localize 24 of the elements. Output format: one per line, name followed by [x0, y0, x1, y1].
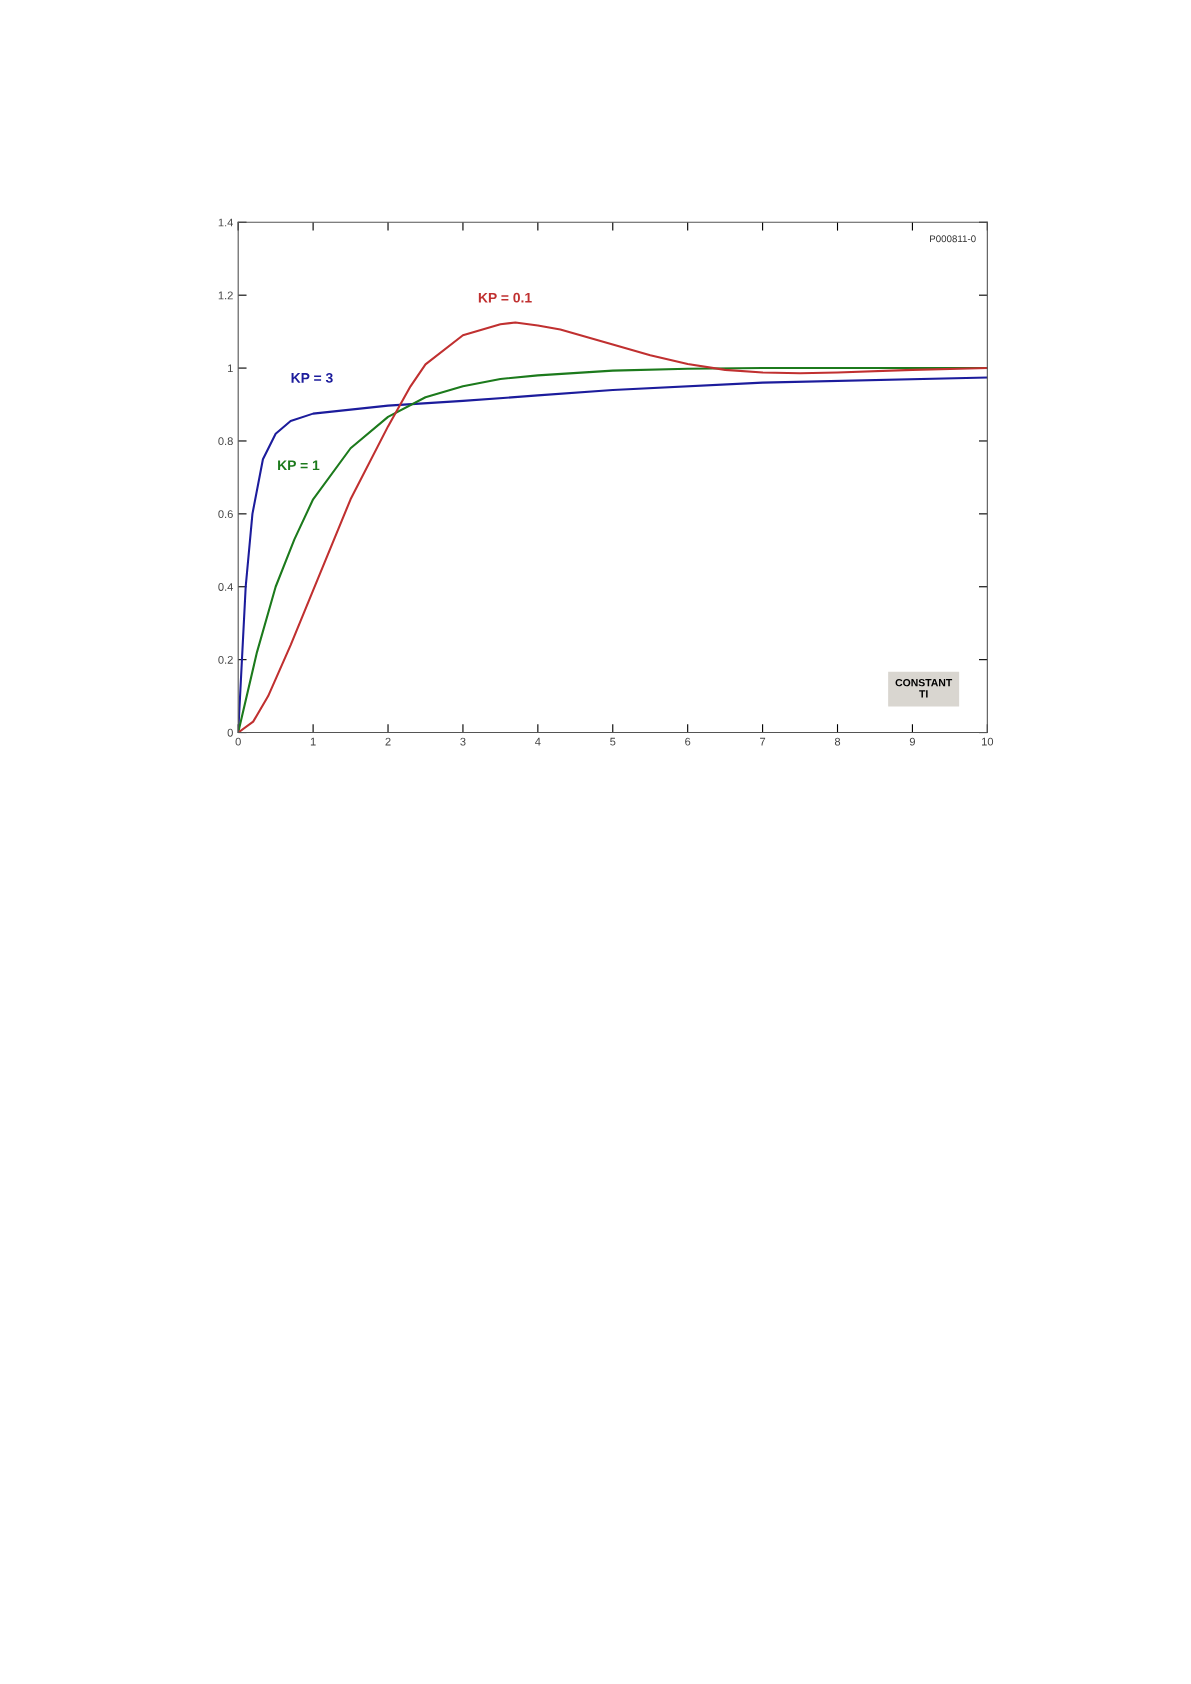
y-tick-label: 1.4: [218, 218, 234, 227]
x-tick-label: 8: [834, 737, 841, 746]
x-tick-label: 5: [610, 737, 616, 746]
x-tick-label: 7: [760, 737, 766, 746]
x-tick-label: 3: [460, 737, 466, 746]
x-tick-label: 1: [310, 737, 316, 746]
x-tick-label: 6: [685, 737, 691, 746]
y-tick-label: 0.6: [218, 510, 233, 518]
y-tick-label: 0.4: [218, 583, 234, 591]
x-tick-label: 0: [235, 737, 241, 746]
y-tick-label: 1: [228, 364, 233, 373]
y-tick-label: 0.8: [218, 437, 233, 446]
series-label: KP = 1: [278, 460, 320, 471]
y-tick-label: 1.2: [218, 291, 233, 300]
x-tick-label: 10: [982, 737, 994, 746]
y-tick-label: 0: [227, 728, 233, 737]
x-tick-label: 9: [909, 737, 915, 746]
series-label: KP = 0.1: [478, 292, 532, 303]
annotation: CONSTANT TI: [895, 678, 953, 698]
y-tick-label: 0.2: [218, 655, 233, 664]
text: KP = 3: [291, 372, 333, 383]
x-tick-label: 2: [385, 737, 391, 746]
x-tick-label: 4: [535, 737, 541, 746]
annotation: P000811-0: [930, 235, 976, 243]
